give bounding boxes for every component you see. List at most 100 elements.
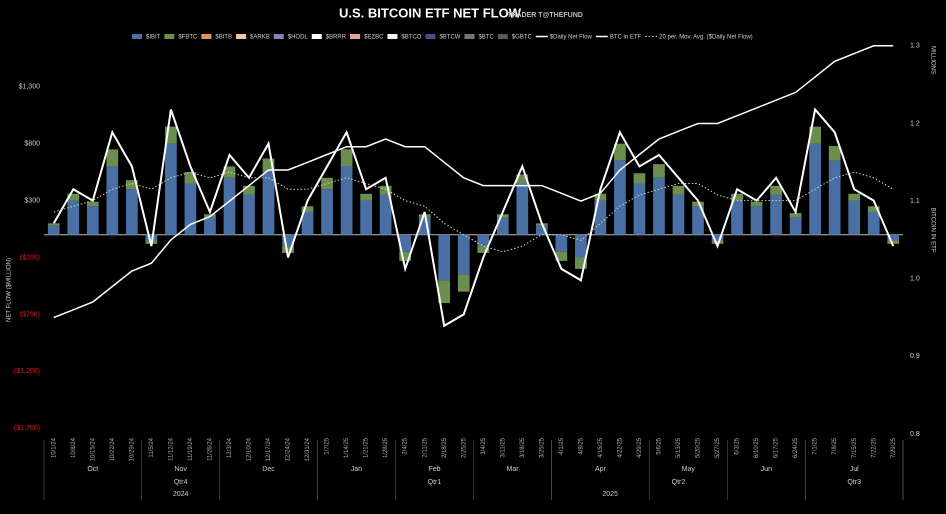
bar — [165, 126, 177, 144]
bar — [223, 166, 236, 178]
x-tick-label: 5/13/25 — [676, 437, 682, 458]
legend-label: 20 per. Mov. Avg. ($Daily Net Flow) — [659, 35, 752, 41]
y2-tick-label: 1.1 — [910, 198, 920, 205]
y2-tick-label: 0.8 — [910, 431, 920, 438]
bar — [555, 234, 568, 252]
y2-unit-label: MILLIONS — [929, 46, 935, 74]
bar — [360, 200, 372, 235]
x-tick-label: 3/25/25 — [539, 437, 545, 458]
bar — [496, 217, 509, 235]
legend-label: BTC in ETF — [610, 35, 642, 41]
y2-tick-label: 1.2 — [910, 120, 920, 127]
bar — [86, 206, 99, 235]
bar — [731, 200, 743, 235]
x-tick-label: 5/6/25 — [657, 437, 663, 454]
bar — [731, 193, 743, 201]
bar — [809, 126, 822, 144]
x-tick-label: 6/24/25 — [793, 437, 799, 458]
bar — [301, 206, 314, 212]
bar — [47, 225, 60, 235]
bar — [340, 166, 353, 235]
bar — [106, 149, 119, 167]
bar — [633, 173, 646, 184]
chart-title: U.S. BITCOIN ETF NET FLOW — [339, 5, 522, 20]
y2-tick-label: 1.0 — [910, 276, 920, 283]
quarter-label: Qtr4 — [174, 479, 188, 486]
legend-swatch — [387, 34, 398, 39]
bar — [243, 194, 255, 235]
legend-swatch — [132, 34, 142, 39]
legend-label: $HODL — [288, 35, 309, 41]
month-label: Jun — [761, 466, 772, 473]
bar — [672, 194, 685, 235]
x-tick-label: 12/17/24 — [266, 437, 272, 461]
y-tick-label: $1,300 — [19, 84, 41, 91]
bar — [555, 251, 568, 261]
bar — [828, 145, 841, 161]
x-tick-label: 4/15/25 — [598, 437, 604, 458]
bar — [867, 206, 880, 212]
x-tick-label: 12/24/24 — [286, 437, 292, 461]
bar — [379, 194, 392, 235]
legend-label: $BITB — [215, 35, 232, 41]
bar — [848, 193, 861, 201]
x-tick-label: 12/10/24 — [247, 437, 253, 461]
legend-label: $GBTC — [512, 35, 533, 41]
legend-swatch — [350, 34, 361, 39]
legend-swatch — [311, 34, 322, 39]
bar — [614, 143, 626, 161]
bar — [262, 172, 275, 235]
month-label: Mar — [507, 466, 520, 473]
bar — [360, 193, 372, 201]
x-tick-label: 5/27/25 — [715, 437, 721, 458]
x-tick-label: 6/17/25 — [774, 437, 780, 458]
bar — [125, 189, 138, 235]
year-label: 2024 — [173, 491, 189, 498]
bar — [399, 251, 412, 261]
legend-swatch — [464, 34, 475, 39]
bar — [887, 240, 900, 244]
bar — [457, 234, 470, 275]
bar — [67, 193, 80, 201]
y-axis-label: NET FLOW ($MILLION) — [7, 258, 13, 322]
bar — [438, 280, 451, 304]
bar — [789, 217, 802, 235]
y-tick-label: ($1,200) — [14, 368, 40, 375]
bar — [86, 201, 99, 207]
bar — [692, 206, 704, 235]
legend-label: $FBTC — [178, 35, 198, 41]
bar — [204, 217, 216, 235]
x-tick-label: 7/8/25 — [832, 437, 838, 454]
legend-swatch — [497, 34, 508, 39]
bar — [301, 211, 314, 235]
bar — [399, 234, 412, 252]
x-tick-label: 12/3/24 — [227, 437, 233, 458]
y2-axis-label: BITCOIN IN ETF — [929, 208, 935, 253]
x-tick-label: 11/26/24 — [208, 437, 214, 461]
bar — [282, 246, 294, 253]
bar — [165, 143, 177, 235]
bar — [67, 200, 80, 235]
quarter-label: Qtr1 — [428, 479, 442, 486]
moving-average-line — [53, 171, 894, 253]
y-tick-label: ($700) — [20, 311, 40, 318]
x-tick-label: 10/29/24 — [129, 437, 135, 461]
bar — [243, 185, 255, 195]
bar — [379, 185, 392, 195]
legend-label: $BTCO — [401, 35, 421, 41]
legend-swatch — [201, 34, 212, 39]
bar — [711, 234, 724, 241]
legend-label: $BTC — [478, 35, 494, 41]
legend-swatch — [273, 34, 284, 39]
y-tick-label: $800 — [24, 140, 40, 147]
bar — [711, 240, 724, 244]
quarter-label: Qtr3 — [847, 479, 861, 486]
bar — [867, 211, 880, 235]
chart-subtitle: TRADER T@THEFUND — [507, 12, 583, 19]
x-tick-label: 3/18/25 — [520, 437, 526, 458]
bar — [789, 213, 802, 218]
line — [52, 107, 895, 328]
line — [53, 45, 894, 319]
x-tick-label: 2/25/25 — [461, 437, 467, 458]
bar — [848, 200, 861, 235]
